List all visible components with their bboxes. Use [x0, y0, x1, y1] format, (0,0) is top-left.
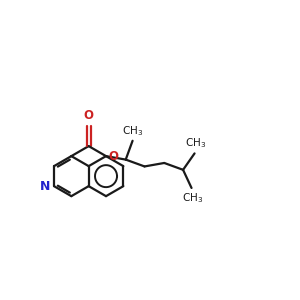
Text: CH$_3$: CH$_3$	[182, 191, 204, 205]
Text: O: O	[108, 150, 118, 163]
Text: N: N	[40, 180, 50, 193]
Text: CH$_3$: CH$_3$	[185, 136, 207, 150]
Text: CH$_3$: CH$_3$	[122, 124, 143, 138]
Text: O: O	[84, 109, 94, 122]
